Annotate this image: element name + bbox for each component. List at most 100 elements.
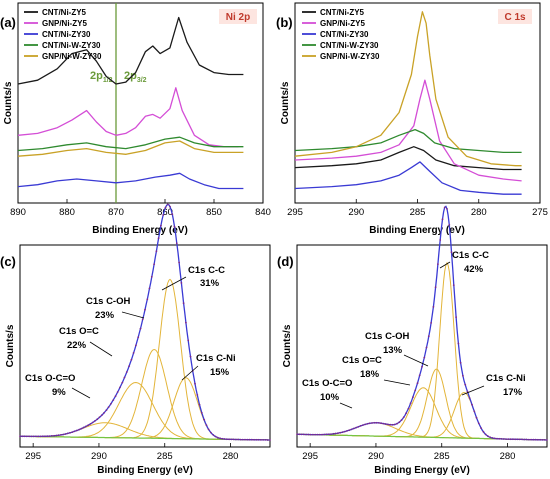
panel-c-data-point bbox=[205, 424, 208, 426]
panel-c-data-point bbox=[123, 376, 126, 379]
panel-c-data-point bbox=[232, 438, 235, 441]
panel-b-legend-item-cnt-ni-w-zy30: CNT/Ni-W-ZY30 bbox=[320, 41, 379, 50]
panel-d-data-point bbox=[402, 416, 405, 418]
panel-c-data-point bbox=[235, 438, 237, 441]
panel-d-data-point bbox=[437, 263, 439, 265]
panel-d-ann-occo-label: C1s O-C=O bbox=[302, 378, 352, 389]
panel-c-data-point bbox=[212, 434, 215, 436]
panel-d-data-point bbox=[434, 286, 437, 289]
panel-c-fit bbox=[19, 203, 271, 441]
panel-c-data-point bbox=[21, 435, 24, 438]
panel-c-xlabel: Binding Energy (eV) bbox=[97, 465, 193, 476]
panel-d-data-point bbox=[416, 382, 419, 385]
panel-d-data-point bbox=[368, 422, 371, 425]
panel-b-tag: C 1s bbox=[504, 12, 526, 23]
panel-d-data-point bbox=[296, 433, 298, 436]
panel-c-data-point bbox=[60, 434, 62, 436]
panel-d-ann-oc-pct: 18% bbox=[360, 369, 380, 380]
panel-b-series-cnt-ni-zy30 bbox=[294, 161, 522, 195]
panel-b-x-ticks: 295 290 285 280 275 bbox=[287, 199, 548, 218]
panel-d-data-point bbox=[339, 431, 342, 434]
panel-d-x-tick-label-280: 280 bbox=[500, 451, 516, 462]
panel-c-data-point bbox=[112, 399, 115, 401]
panel-d-data-point bbox=[323, 433, 326, 436]
panel-c-data-point bbox=[162, 214, 165, 216]
panel-d-data-point bbox=[482, 430, 485, 433]
panel-d-x-ticks: 295 290 285 280 bbox=[302, 443, 515, 462]
panel-c-data-point bbox=[85, 425, 87, 428]
panel-d-leader-occo bbox=[339, 402, 353, 409]
panel-d-x-tick-label-285: 285 bbox=[434, 451, 450, 462]
panel-a-legend-item-cnt-ni-zy30: CNT/Ni-ZY30 bbox=[42, 30, 91, 39]
panel-c-data-point bbox=[39, 435, 42, 438]
panel-c-data-point bbox=[73, 430, 76, 433]
panel-d-data-point bbox=[307, 433, 310, 436]
panel-c-data-point bbox=[173, 225, 176, 228]
panel-c-data-point bbox=[221, 437, 224, 440]
panel-d-data-point bbox=[512, 438, 514, 441]
panel-c-ann-cni-pct: 15% bbox=[210, 367, 230, 378]
panel-a-x-tick-label-840: 840 bbox=[255, 207, 271, 218]
panel-c-leader-occo bbox=[71, 387, 91, 399]
panel-d-data-point bbox=[534, 438, 537, 441]
panel-d-data-point bbox=[302, 433, 305, 436]
panel-a-tag: Ni 2p bbox=[226, 12, 250, 23]
panel-d-data-point bbox=[312, 433, 314, 436]
panel-a: (a) 890 880 870 860 850 840 Counts/s Binding … bbox=[0, 2, 271, 236]
panel-c-data-point bbox=[153, 263, 156, 266]
panel-d-data-point bbox=[543, 439, 546, 441]
panel-b-legend-item-cnt-ni-zy5: CNT/Ni-ZY5 bbox=[320, 8, 365, 17]
panel-c-leader-cc bbox=[161, 276, 187, 291]
panel-d-data-point bbox=[462, 374, 464, 377]
panel-c-ann-cc-pct: 31% bbox=[200, 278, 220, 289]
panel-d-data-point bbox=[441, 218, 444, 221]
panel-c-data-point bbox=[91, 421, 94, 424]
panel-c-data-point bbox=[98, 416, 101, 419]
panel-d-ylabel: Counts/s bbox=[282, 324, 293, 367]
panel-d-data-point bbox=[373, 421, 376, 424]
panel-c-data-point bbox=[55, 434, 58, 437]
panel-c-data-point bbox=[121, 381, 124, 384]
panel-d-data-point bbox=[352, 427, 355, 430]
panel-c-data-point bbox=[225, 438, 228, 441]
panel-d-leader-oc bbox=[383, 379, 411, 386]
panel-d-data-point bbox=[357, 425, 360, 428]
panel-c-data-point bbox=[78, 428, 80, 431]
panel-c-data-point bbox=[248, 438, 251, 441]
panel-d-data-point bbox=[375, 421, 378, 424]
panel-c-data-point bbox=[148, 287, 151, 290]
panel-d-data-point bbox=[432, 306, 435, 308]
panel-d-ann-coh-pct: 13% bbox=[383, 345, 403, 356]
panel-d-data-point bbox=[514, 438, 517, 441]
panel-c: (c) 295 290 285 280 Counts/s Binding Energy… bbox=[0, 203, 271, 476]
panel-c-data-point bbox=[139, 327, 142, 330]
panel-c-data-point bbox=[44, 435, 46, 438]
panel-c-data-point bbox=[135, 344, 137, 347]
panel-d-data-point bbox=[498, 437, 501, 440]
panel-c-data-point bbox=[160, 224, 162, 227]
panel-d-data-point bbox=[359, 425, 362, 427]
panel-c-data-point bbox=[187, 339, 190, 342]
panel-c-data-point bbox=[103, 411, 105, 414]
panel-c-data-point bbox=[114, 395, 117, 398]
panel-a-x-tick-label-890: 890 bbox=[10, 207, 26, 218]
panel-d-data-point bbox=[448, 224, 451, 226]
panel-d-data-point bbox=[489, 436, 492, 439]
panel-c-ann-cni-label: C1s C-Ni bbox=[196, 353, 236, 364]
panel-d-data-point bbox=[300, 433, 303, 436]
panel-d-fit bbox=[296, 205, 548, 441]
panel-a-legend-item-gnp-ni-zy5: GNP/Ni-ZY5 bbox=[42, 19, 87, 28]
panel-d-data-point bbox=[364, 423, 367, 426]
panel-c-data-point bbox=[203, 418, 206, 421]
panel-c-ann-cc-label: C1s C-C bbox=[188, 265, 225, 276]
panel-c-data-point bbox=[250, 438, 253, 441]
panel-c-data-point bbox=[30, 435, 33, 438]
panel-d-data-point bbox=[409, 402, 412, 405]
panel-d-data-point bbox=[418, 374, 421, 377]
panel-c-data-point bbox=[100, 414, 103, 417]
panel-d-data-point bbox=[468, 397, 471, 399]
panel-b-legend-item-gnp-ni-w-zy30: GNP/Ni-W-ZY30 bbox=[320, 52, 380, 61]
panel-a-legend-item-cnt-ni-zy5: CNT/Ni-ZY5 bbox=[42, 8, 87, 17]
panel-d-data-point bbox=[530, 438, 532, 441]
panel-d-ann-cni-label: C1s C-Ni bbox=[486, 373, 526, 384]
